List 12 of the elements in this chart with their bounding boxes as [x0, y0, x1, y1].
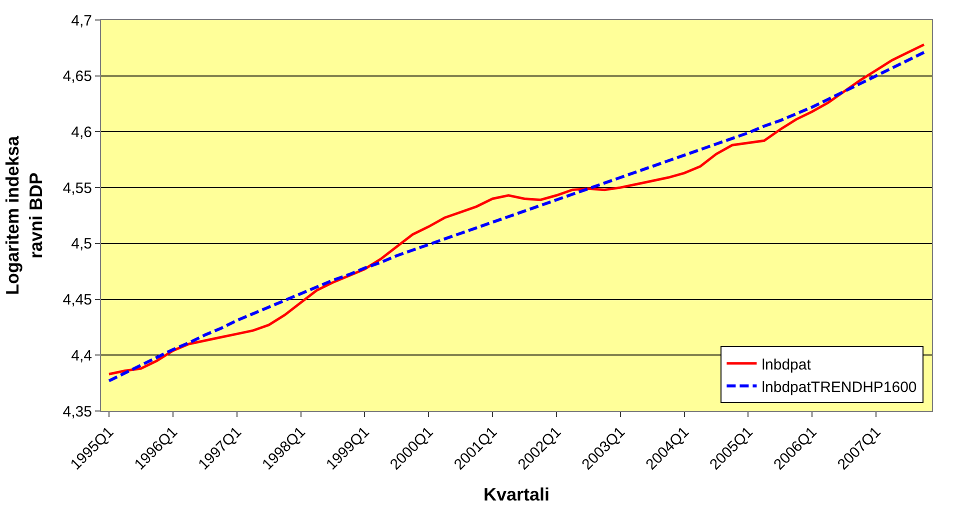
y-tick-label: 4,65 — [62, 68, 92, 86]
y-tick-label: 4,45 — [62, 292, 92, 309]
legend-label: lnbdpat — [762, 356, 812, 374]
y-tick-label: 4,55 — [62, 180, 92, 197]
legend-label: lnbdpatTRENDHP1600 — [762, 378, 917, 396]
y-tick-label: 4,7 — [71, 12, 92, 30]
y-tick-label: 4,5 — [71, 236, 92, 253]
y-axis-title: Logaritem indeksa ravni BDP — [2, 134, 46, 296]
x-axis-title: Kvartali — [483, 484, 550, 504]
y-tick-label: 4,6 — [71, 124, 92, 141]
y-tick-label: 4,4 — [71, 347, 92, 364]
y-tick-label: 4,35 — [62, 403, 92, 420]
